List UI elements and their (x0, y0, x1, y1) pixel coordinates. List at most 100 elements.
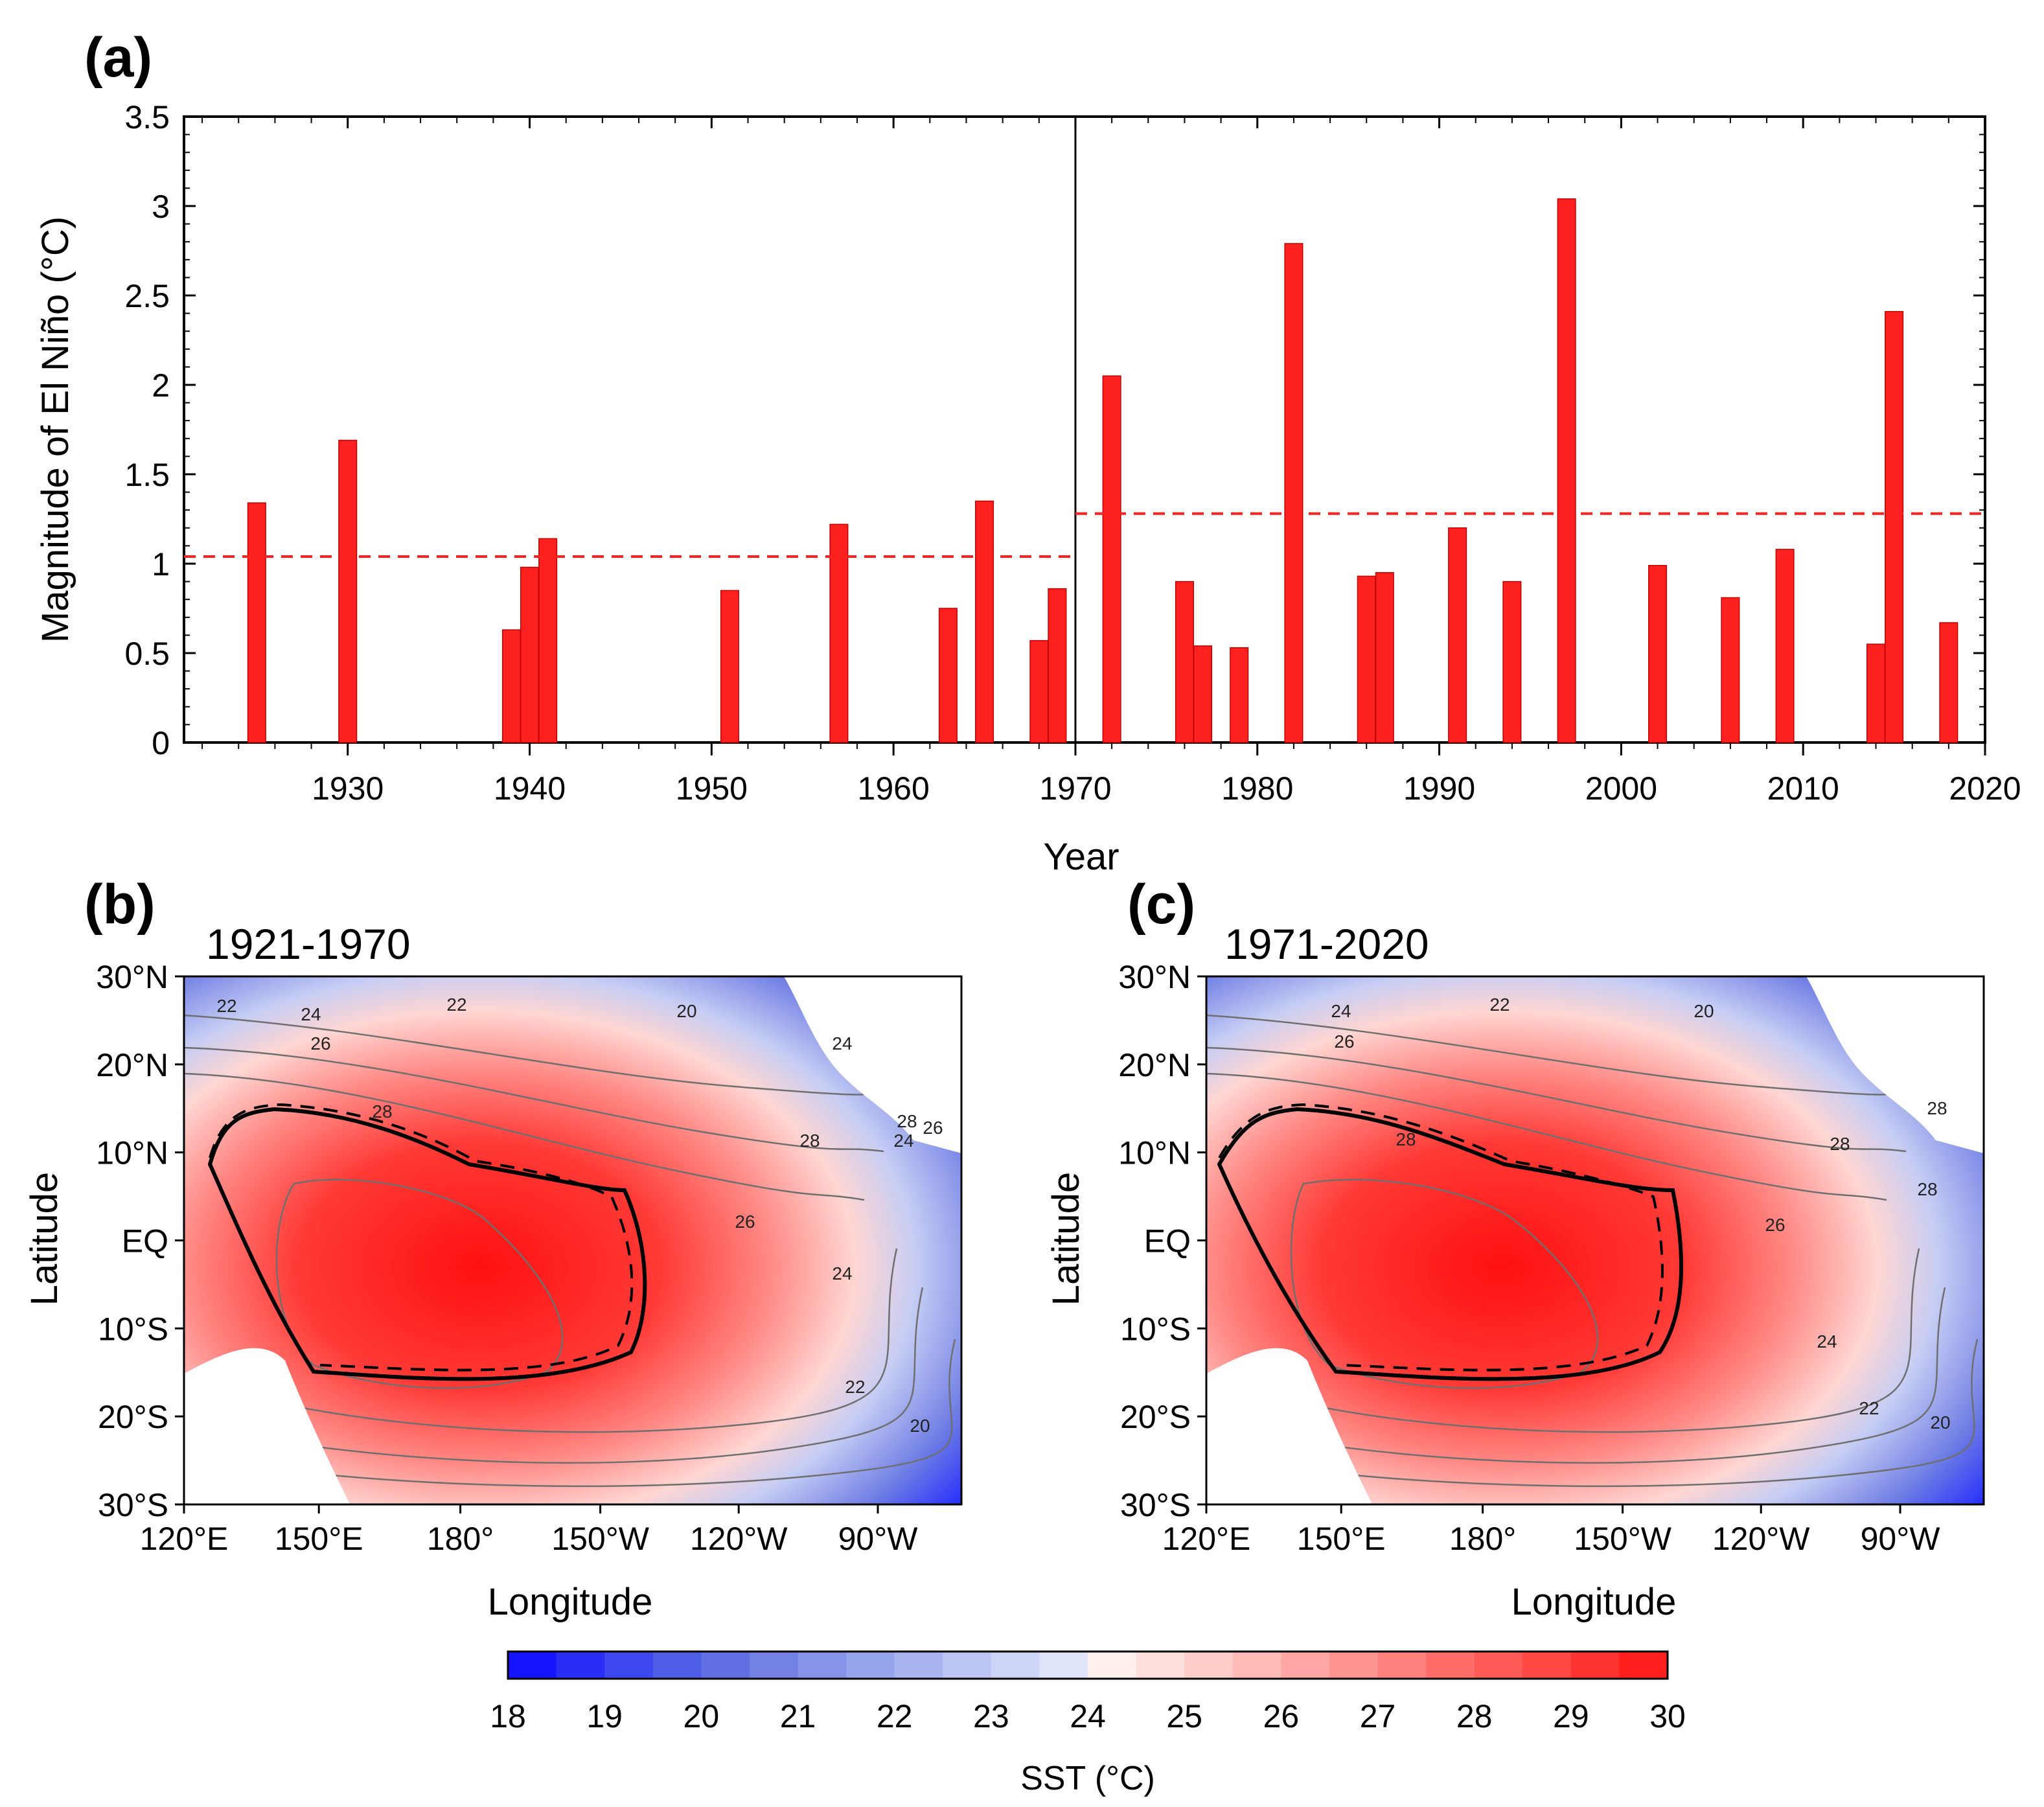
bar-1940 (520, 566, 540, 743)
colorbar-swatch (556, 1652, 605, 1679)
bar-1987 (1375, 572, 1394, 743)
y-tick-label: 2.5 (124, 278, 170, 314)
x-tick-label: 1990 (1403, 770, 1475, 807)
svg-text:26: 26 (1334, 1031, 1354, 1052)
svg-text:28: 28 (1927, 1098, 1947, 1118)
svg-text:26: 26 (310, 1033, 330, 1053)
svg-text:28: 28 (372, 1101, 392, 1122)
panel-b-y-label: Latitude (23, 1172, 65, 1306)
svg-text:24: 24 (1817, 1331, 1837, 1352)
lat-tick-label: 10°S (98, 1311, 168, 1347)
colorbar-tick-label: 18 (490, 1698, 526, 1734)
y-tick-label: 0 (152, 725, 170, 761)
colorbar-tick-label: 30 (1649, 1698, 1686, 1734)
colorbar-swatch (943, 1652, 992, 1679)
lon-tick-label: 180° (1449, 1521, 1516, 1557)
sst-map-b (184, 976, 961, 1504)
colorbar-swatch (1232, 1652, 1281, 1679)
lat-tick-label: 20°N (96, 1047, 168, 1083)
y-tick-label: 3 (152, 189, 170, 225)
lat-tick-label: 10°S (1120, 1311, 1191, 1347)
lon-tick-label: 150°W (551, 1521, 649, 1557)
colorbar-ticks: 18 19 20 21 22 23 24 25 26 27 28 29 30 (490, 1698, 1686, 1734)
bar-1963 (938, 608, 958, 743)
lon-tick-label: 120°E (1162, 1521, 1251, 1557)
lon-tick-label: 150°E (1297, 1521, 1386, 1557)
y-tick-label: 1 (152, 546, 170, 582)
colorbar-swatch (1088, 1652, 1137, 1679)
lat-tick-label: 20°S (98, 1399, 168, 1435)
colorbar-swatch (1329, 1652, 1378, 1679)
svg-text:24: 24 (301, 1004, 321, 1024)
bar-2006 (1721, 597, 1740, 743)
colorbar-tick-label: 29 (1553, 1698, 1589, 1734)
panel-c-y-label: Latitude (1045, 1172, 1087, 1306)
svg-text:20: 20 (1930, 1412, 1950, 1433)
colorbar-swatch (991, 1652, 1040, 1679)
bar-2015 (1885, 311, 1904, 743)
colorbar-swatch (1522, 1652, 1572, 1679)
lon-tick-label: 90°W (838, 1521, 919, 1557)
colorbar-swatch (1619, 1652, 1668, 1679)
x-tick-label: 1980 (1221, 770, 1293, 807)
x-tick-label: 2000 (1585, 770, 1657, 807)
bar-series (247, 198, 1958, 743)
bar-2018 (1939, 622, 1958, 743)
colorbar-swatch (1039, 1652, 1088, 1679)
colorbar-swatch (1281, 1652, 1330, 1679)
warm-pool-28C-contours-c (1217, 1103, 1684, 1381)
longitude-ticks-b: 120°E 150°E 180° 150°W 120°W 90°W (140, 1504, 919, 1557)
colorbar-tick-label: 23 (973, 1698, 1009, 1734)
colorbar-swatch (508, 1652, 557, 1679)
x-tick-label: 1940 (494, 770, 566, 807)
svg-text:20: 20 (1694, 1001, 1714, 1021)
latitude-ticks-b: 30°N 20°N 10°N EQ 10°S 20°S 30°S (96, 959, 184, 1523)
colorbar-label: SST (°C) (1020, 1760, 1155, 1797)
bar-1951 (720, 590, 739, 743)
land-mask-c-east (1806, 976, 1984, 1153)
panel-b-x-label: Longitude (488, 1581, 653, 1623)
colorbar-swatch (701, 1652, 750, 1679)
lon-tick-label: 120°W (1712, 1521, 1810, 1557)
bar-1997 (1557, 198, 1576, 743)
colorbar-swatch (894, 1652, 943, 1679)
panel-a-label: (a) (84, 27, 152, 89)
lon-tick-label: 120°E (140, 1521, 229, 1557)
svg-text:28: 28 (1830, 1134, 1850, 1154)
bar-1968 (1029, 639, 1049, 743)
lon-tick-label: 150°E (275, 1521, 363, 1557)
bar-1994 (1502, 581, 1522, 743)
bar-1991 (1448, 527, 1467, 743)
sst-isotherms-c (1206, 1014, 1979, 1488)
bar-1979 (1230, 647, 1249, 743)
bar-2002 (1648, 565, 1668, 743)
lat-tick-label: 30°N (96, 959, 168, 995)
colorbar-tick-label: 26 (1263, 1698, 1300, 1734)
colorbar-tick-label: 21 (780, 1698, 816, 1734)
colorbar-swatch (749, 1652, 798, 1679)
panel-a-plot-frame (183, 115, 1986, 744)
lat-tick-label: 20°S (1120, 1399, 1191, 1435)
bar-1972 (1102, 375, 1121, 743)
warm-pool-28C-contours-b (207, 1103, 647, 1381)
colorbar-swatches (508, 1652, 1668, 1679)
x-axis-label: Year (1043, 836, 1119, 878)
y-tick-label: 2 (152, 367, 170, 404)
svg-text:26: 26 (1765, 1215, 1785, 1235)
svg-text:22: 22 (216, 996, 236, 1016)
lon-tick-label: 150°W (1574, 1521, 1671, 1557)
bar-1939 (501, 629, 521, 743)
colorbar: 18 19 20 21 22 23 24 25 26 27 28 29 30 SST (°C) (490, 1650, 1686, 1797)
lat-tick-label: EQ (122, 1223, 168, 1260)
lat-tick-label: 30°S (98, 1487, 168, 1523)
y-tick-label: 1.5 (124, 457, 170, 493)
y-axis-ticks: 0 0.5 1 1.5 2 2.5 3 3.5 (124, 99, 1985, 761)
svg-text:28: 28 (1917, 1179, 1937, 1199)
bar-1925 (247, 502, 266, 743)
colorbar-frame (507, 1650, 1669, 1680)
svg-text:28: 28 (1395, 1129, 1416, 1149)
bar-1969 (1048, 588, 1067, 743)
lat-tick-label: 30°N (1118, 959, 1191, 995)
svg-text:20: 20 (676, 1001, 696, 1021)
